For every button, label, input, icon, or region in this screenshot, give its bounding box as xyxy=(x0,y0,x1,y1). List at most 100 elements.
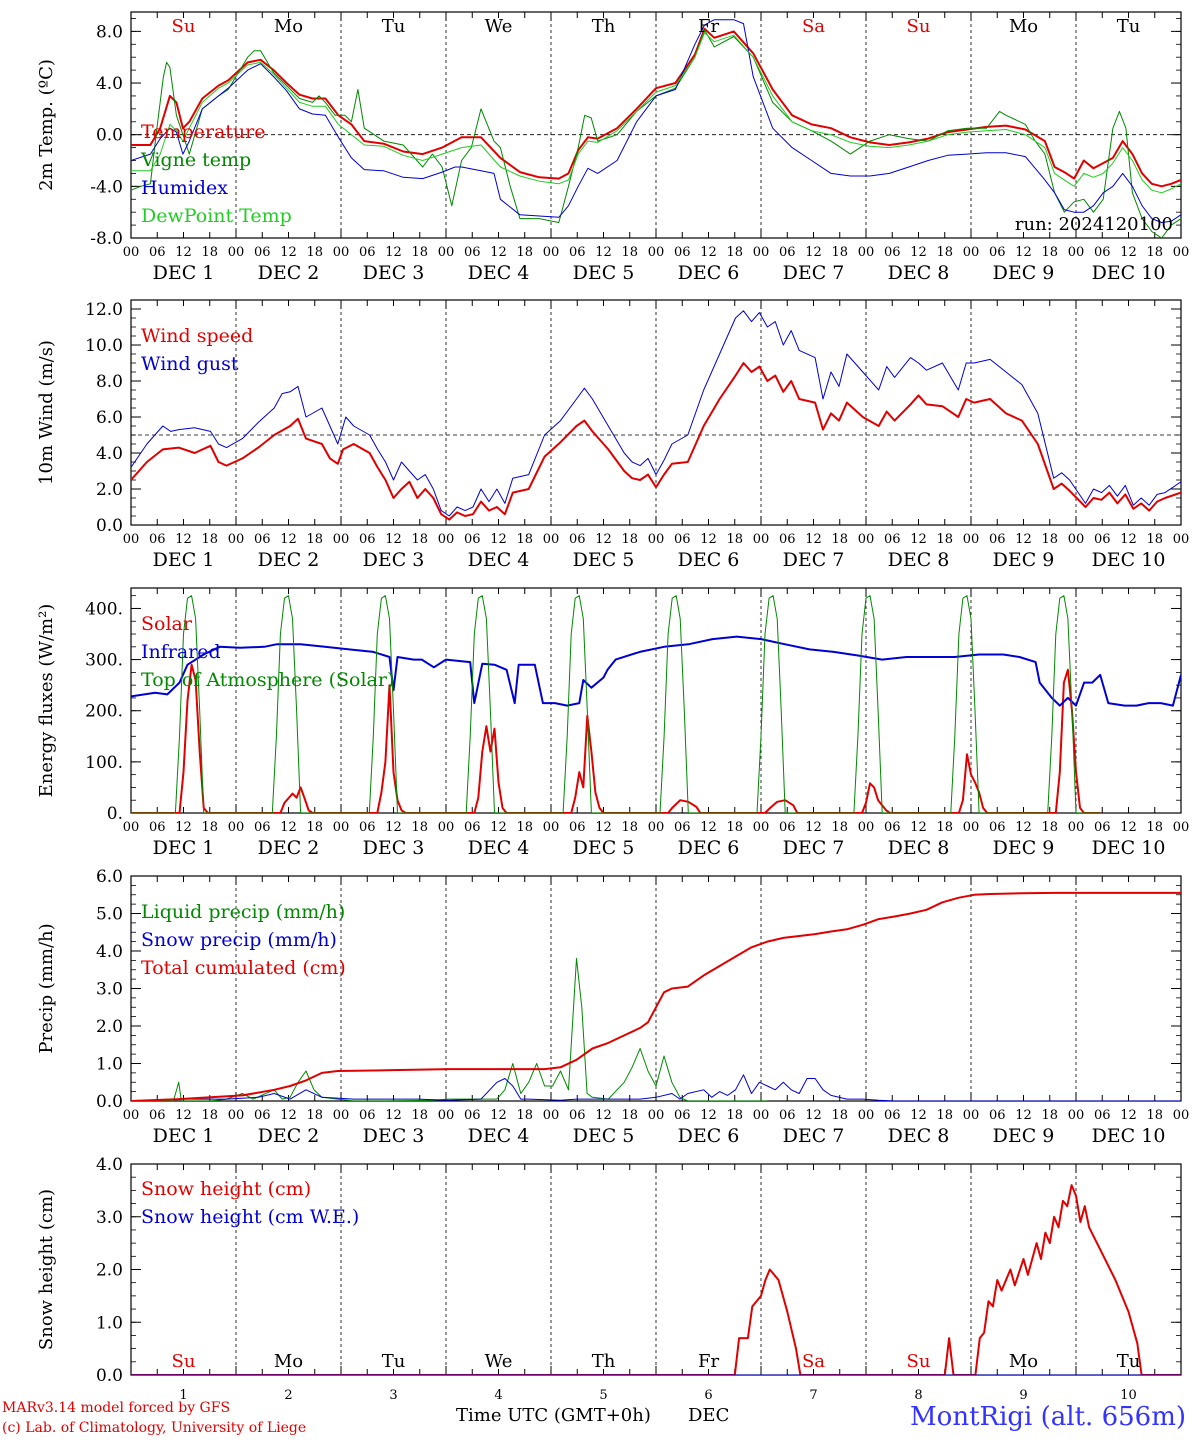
series-line-top-of-atmosphere-solar- xyxy=(131,595,1101,813)
date-label: DEC 6 xyxy=(678,262,740,284)
series-line-snow-precip-mm-h- xyxy=(131,1074,1181,1101)
hour-label: 18 xyxy=(411,532,428,547)
date-label: DEC 9 xyxy=(993,262,1055,284)
hour-label: 00 xyxy=(753,1108,770,1123)
hour-label: 06 xyxy=(884,1108,901,1123)
legend-entry: Infrared xyxy=(141,641,221,663)
hour-label: 18 xyxy=(411,1108,428,1123)
hour-label: 12 xyxy=(910,820,927,835)
x-axis-title: Time UTC (GMT+0h) xyxy=(456,1405,651,1426)
hour-label: 00 xyxy=(1173,532,1190,547)
hour-label: 00 xyxy=(543,820,560,835)
hour-label: 06 xyxy=(254,532,271,547)
hour-label: 12 xyxy=(1120,245,1137,260)
hour-label: 00 xyxy=(438,1108,455,1123)
date-label: DEC 7 xyxy=(783,837,845,859)
date-label: DEC 2 xyxy=(258,1125,320,1147)
hour-label: 00 xyxy=(753,245,770,260)
hour-label: 06 xyxy=(884,532,901,547)
hour-label: 06 xyxy=(359,245,376,260)
hour-label: 12 xyxy=(1120,1108,1137,1123)
hour-label: 00 xyxy=(123,820,140,835)
weekday-label: We xyxy=(485,1351,513,1372)
date-label: DEC 6 xyxy=(678,837,740,859)
weekday-label: Mo xyxy=(1009,1351,1038,1372)
series-line-vigne-temp xyxy=(131,29,1181,238)
series-line-wind-speed xyxy=(131,362,1181,521)
y-axis-label: Energy fluxes (W/m²) xyxy=(36,604,57,798)
hour-label: 12 xyxy=(595,1108,612,1123)
y-tick-label: 1.0 xyxy=(96,1313,123,1333)
hour-label: 18 xyxy=(936,820,953,835)
hour-label: 06 xyxy=(149,1108,166,1123)
hour-label: 06 xyxy=(884,245,901,260)
hour-label: 12 xyxy=(175,820,192,835)
day-number-label: 5 xyxy=(599,1388,607,1403)
y-axis-label: 2m Temp. (ºC) xyxy=(36,59,57,191)
hour-label: 00 xyxy=(963,532,980,547)
hour-label: 18 xyxy=(201,1108,218,1123)
hour-label: 06 xyxy=(779,532,796,547)
station-label: MontRigi (alt. 656m) xyxy=(910,1402,1186,1432)
credit-info: (c) Lab. of Climatology, University of L… xyxy=(2,1420,307,1436)
hour-label: 18 xyxy=(201,245,218,260)
panel-4: 0.0 1.0 2.0 3.0 4.0 5.0 6.0 Precip (mm/h) Liquid… xyxy=(36,867,1189,1147)
hour-label: 00 xyxy=(438,245,455,260)
day-number-label: 3 xyxy=(389,1388,397,1403)
series-line-infrared xyxy=(131,635,1181,707)
date-label: DEC 1 xyxy=(153,837,215,859)
weekday-label: Tu xyxy=(1117,1351,1141,1372)
y-tick-label: -8.0 xyxy=(90,229,123,249)
panel-5: 0.0 1.0 2.0 3.0 4.0 Snow height (cm) Snow heig… xyxy=(36,1155,1182,1403)
date-label: DEC 2 xyxy=(258,837,320,859)
hour-label: 12 xyxy=(805,532,822,547)
x-axis-unit: DEC xyxy=(688,1405,730,1426)
hour-label: 00 xyxy=(543,245,560,260)
hour-label: 18 xyxy=(306,820,323,835)
hour-label: 00 xyxy=(333,245,350,260)
hour-label: 00 xyxy=(1068,820,1085,835)
weekday-label: Mo xyxy=(1009,16,1038,37)
panel-2: 0.0 2.0 4.0 6.0 8.0 10.0 12.0 10m Wind (m/s) Win… xyxy=(36,299,1190,571)
y-tick-label: 4.0 xyxy=(96,74,123,94)
hour-label: 00 xyxy=(1173,1108,1190,1123)
legend-entry: Liquid precip (mm/h) xyxy=(141,901,345,923)
hour-label: 18 xyxy=(831,1108,848,1123)
day-number-label: 8 xyxy=(914,1388,922,1403)
hour-label: 12 xyxy=(595,245,612,260)
hour-label: 12 xyxy=(910,1108,927,1123)
y-tick-label: 8.0 xyxy=(96,22,123,42)
run-annotation: run: 2024120100 xyxy=(1015,214,1173,235)
hour-label: 18 xyxy=(411,245,428,260)
hour-label: 12 xyxy=(1120,820,1137,835)
date-label: DEC 7 xyxy=(783,1125,845,1147)
hour-label: 00 xyxy=(648,1108,665,1123)
weekday-label: Su xyxy=(172,16,196,37)
hour-label: 00 xyxy=(963,820,980,835)
y-tick-label: 2.0 xyxy=(96,1261,123,1281)
hour-label: 18 xyxy=(831,532,848,547)
hour-label: 00 xyxy=(123,1108,140,1123)
weekday-label: Fr xyxy=(698,16,719,37)
day-number-label: 1 xyxy=(179,1388,187,1403)
hour-label: 12 xyxy=(595,532,612,547)
y-tick-label: 100. xyxy=(85,753,123,773)
legend-entry: Wind speed xyxy=(141,325,253,347)
hour-label: 12 xyxy=(385,532,402,547)
hour-label: 18 xyxy=(516,532,533,547)
date-label: DEC 4 xyxy=(468,837,530,859)
hour-label: 06 xyxy=(884,820,901,835)
hour-label: 06 xyxy=(989,1108,1006,1123)
hour-label: 18 xyxy=(726,532,743,547)
series-line-dewpoint-temp xyxy=(131,32,1181,194)
hour-label: 00 xyxy=(1173,245,1190,260)
hour-label: 00 xyxy=(333,1108,350,1123)
hour-label: 00 xyxy=(753,820,770,835)
y-tick-label: 0.0 xyxy=(96,1092,123,1112)
hour-label: 12 xyxy=(280,820,297,835)
hour-label: 06 xyxy=(1094,245,1111,260)
hour-label: 00 xyxy=(438,820,455,835)
plot-frame xyxy=(130,587,1182,814)
hour-label: 18 xyxy=(516,820,533,835)
hour-label: 00 xyxy=(648,245,665,260)
